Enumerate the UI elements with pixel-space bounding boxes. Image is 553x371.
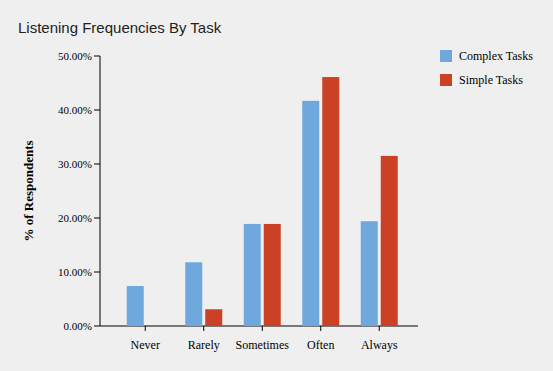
legend-label: Complex Tasks bbox=[459, 49, 533, 63]
y-tick-label: 30.00% bbox=[58, 158, 92, 170]
bar bbox=[302, 101, 319, 326]
bar bbox=[185, 262, 202, 326]
legend-swatch bbox=[440, 50, 452, 62]
bar bbox=[127, 286, 144, 326]
x-tick bbox=[320, 326, 321, 331]
y-tick bbox=[94, 272, 100, 273]
y-tick-label: 40.00% bbox=[58, 104, 92, 116]
y-tick bbox=[94, 164, 100, 165]
x-tick-label: Sometimes bbox=[236, 338, 290, 352]
y-tick bbox=[94, 218, 100, 219]
x-tick-label: Never bbox=[131, 338, 160, 352]
legend-swatch bbox=[440, 74, 452, 86]
bar bbox=[205, 309, 222, 326]
y-tick bbox=[94, 56, 100, 57]
x-tick-label: Always bbox=[361, 338, 398, 352]
x-tick-label: Often bbox=[307, 338, 334, 352]
y-tick bbox=[94, 110, 100, 111]
bar bbox=[244, 224, 261, 326]
bar bbox=[361, 221, 378, 326]
y-tick-label: 50.00% bbox=[58, 50, 92, 62]
title: Listening Frequencies By Task bbox=[18, 19, 222, 36]
x-tick bbox=[262, 326, 263, 331]
legend-label: Simple Tasks bbox=[459, 73, 523, 87]
x-tick bbox=[379, 326, 380, 331]
bar bbox=[147, 326, 164, 327]
bar bbox=[381, 156, 398, 326]
x-tick-label: Rarely bbox=[188, 338, 220, 352]
y-tick-label: 0.00% bbox=[64, 320, 92, 332]
bar bbox=[322, 77, 339, 326]
x-tick bbox=[203, 326, 204, 331]
bar bbox=[264, 224, 281, 326]
y-tick bbox=[94, 326, 100, 327]
chart: Listening Frequencies By Task % of Respon… bbox=[0, 0, 553, 371]
x-tick bbox=[145, 326, 146, 331]
background bbox=[0, 0, 553, 371]
y-tick-label: 10.00% bbox=[58, 266, 92, 278]
y-axis bbox=[100, 56, 101, 326]
bars bbox=[127, 77, 398, 326]
y-axis-label: % of Respondents bbox=[21, 140, 36, 241]
y-tick-label: 20.00% bbox=[58, 212, 92, 224]
